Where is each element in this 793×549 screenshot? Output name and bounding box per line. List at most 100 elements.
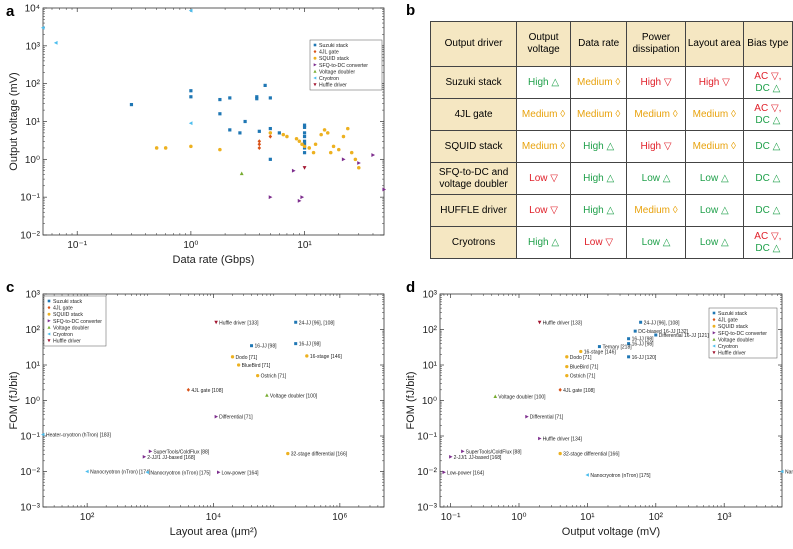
table-header-cell: Bias type — [742, 21, 793, 67]
marker-squid — [297, 139, 302, 144]
marker-voltage-doubler — [712, 337, 716, 341]
marker-squid — [236, 363, 241, 367]
marker-suzuki — [633, 329, 637, 333]
bias-value: AC ▽, — [754, 230, 782, 242]
marker-squid — [281, 132, 286, 137]
y-tick-label: 10¹ — [26, 361, 41, 372]
marker-suzuki — [263, 83, 267, 87]
marker-squid — [294, 136, 299, 141]
point-label: 16-JJ [98] — [255, 344, 278, 350]
bias-value: AC ▽, — [754, 102, 782, 114]
row-header: HUFFLE driver — [429, 194, 518, 227]
bias-value: DC △ — [755, 114, 781, 126]
marker-squid — [285, 134, 289, 139]
table-header-row: Output driver Output voltage Data rate Powe… — [429, 21, 793, 67]
panel-label-b: b — [406, 2, 416, 19]
bias-value: DC △ — [755, 82, 781, 94]
marker-squid — [328, 150, 333, 155]
legend-box — [309, 39, 383, 91]
panel-label-c: c — [6, 279, 14, 296]
marker-huffle — [302, 166, 307, 170]
marker-squid — [313, 56, 317, 60]
marker-cryotron — [40, 25, 45, 30]
marker-suzuki — [255, 95, 259, 99]
table-cell: Low ▽ — [516, 162, 572, 195]
legend-entry: Suzuki stack — [53, 299, 83, 305]
x-tick-label: 10⁴ — [206, 512, 221, 523]
marker-suzuki — [228, 128, 232, 132]
point-label: 2-JJ/1 JJ-based [168] — [454, 455, 502, 461]
y-tick-label: 10⁻¹ — [20, 193, 40, 204]
y-tick-label: 10¹ — [423, 361, 438, 372]
point-label: Differential 16-JJ [121] — [659, 333, 710, 339]
marker-sfq — [300, 195, 305, 200]
bias-value: DC △ — [755, 204, 781, 216]
table-header-cell: Layout area — [684, 21, 744, 67]
marker-squid — [325, 131, 330, 135]
y-axis-label: Output voltage (mV) — [8, 72, 20, 170]
y-tick-label: 10⁰ — [422, 396, 437, 407]
y-tick-label: 10³ — [423, 290, 438, 301]
table-cell: High △ — [516, 66, 572, 99]
x-tick-label: 10⁻¹ — [67, 240, 87, 251]
marker-cryotron — [53, 40, 58, 45]
marker-squid — [712, 324, 716, 328]
point-label: Ternary [218] — [602, 345, 632, 351]
marker-suzuki — [302, 131, 307, 135]
table-header-cell: Output voltage — [516, 21, 572, 67]
legend-entry: SQUID stack — [319, 56, 349, 62]
point-label: Ostrich [71] — [261, 374, 287, 380]
marker-squid — [353, 157, 358, 162]
legend-entry: Huffle driver — [718, 351, 746, 357]
marker-sfq — [291, 168, 296, 173]
marker-squid — [154, 146, 159, 150]
bias-value: DC △ — [755, 140, 781, 152]
legend-entry: SFQ-to-DC converter — [718, 331, 767, 337]
marker-sfq — [525, 414, 529, 419]
point-label: BlueBird [71] — [242, 363, 271, 369]
point-label: Huffle driver [133] — [543, 320, 583, 326]
y-tick-label: 10⁻¹ — [20, 432, 40, 443]
marker-4jl — [186, 387, 191, 392]
x-tick-label: 10⁶ — [332, 512, 347, 523]
x-tick-label: 10¹ — [297, 240, 312, 251]
bias-value: DC △ — [755, 172, 781, 184]
table-cell: High ▽ — [626, 66, 686, 99]
marker-suzuki — [238, 131, 242, 135]
marker-4jl — [268, 134, 273, 139]
table-cell: Medium ◊ — [516, 130, 572, 163]
bias-type-cell: DC △ — [742, 194, 793, 227]
marker-4jl — [712, 317, 716, 322]
marker-cryotron — [585, 473, 589, 477]
x-tick-label: 10² — [80, 512, 95, 523]
point-label: Dodo [71] — [570, 355, 592, 361]
marker-suzuki — [268, 96, 272, 100]
marker-suzuki — [268, 157, 272, 161]
y-tick-label: 10³ — [26, 290, 41, 301]
marker-squid — [286, 451, 290, 456]
marker-sfq — [268, 195, 273, 200]
marker-suzuki — [228, 96, 232, 100]
marker-sfq — [461, 449, 465, 454]
row-header: SFQ-to-DC and voltage doubler — [429, 162, 518, 195]
x-tick-label: 10⁰ — [183, 240, 198, 251]
point-label: Ostrich [71] — [570, 374, 596, 380]
legend-entry: SQUID stack — [53, 312, 83, 318]
marker-huffle — [313, 83, 317, 87]
marker-suzuki — [627, 337, 631, 341]
marker-sfq — [217, 470, 221, 475]
x-tick-label: 10¹ — [580, 512, 595, 523]
point-label: 16-JJ [98] — [299, 342, 322, 348]
marker-suzuki — [47, 299, 51, 303]
marker-sfq — [538, 436, 542, 441]
marker-cryotron — [712, 344, 716, 348]
marker-suzuki — [250, 344, 254, 348]
marker-squid — [319, 132, 323, 137]
point-label: Nanocryotron (nTron) [174] — [90, 470, 151, 476]
panel-label-d: d — [406, 279, 415, 296]
marker-4jl — [558, 387, 562, 392]
marker-suzuki — [294, 342, 298, 346]
point-label: 24-JJ [96], [108] — [299, 320, 335, 326]
y-tick-label: 10⁻² — [417, 467, 437, 478]
marker-suzuki — [597, 345, 601, 349]
